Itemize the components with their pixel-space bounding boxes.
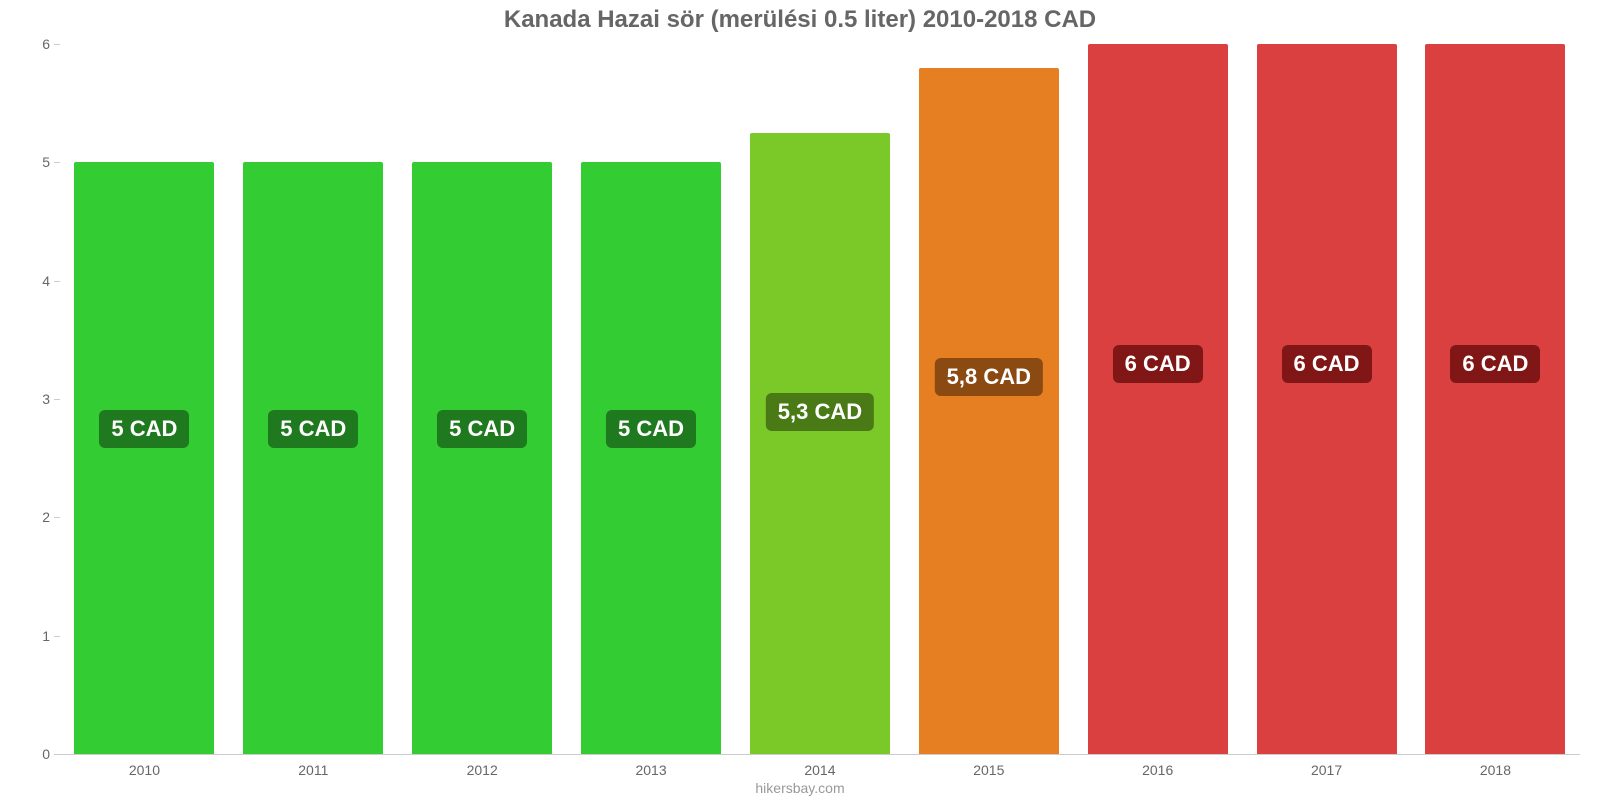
x-tick-label: 2013: [635, 754, 666, 778]
bar: 6 CAD: [1088, 44, 1228, 754]
bar: 6 CAD: [1425, 44, 1565, 754]
x-tick-label: 2015: [973, 754, 1004, 778]
chart-title: Kanada Hazai sör (merülési 0.5 liter) 20…: [0, 6, 1600, 34]
bar-slot: 5,3 CAD2014: [736, 44, 904, 754]
x-tick-label: 2016: [1142, 754, 1173, 778]
bar: 6 CAD: [1257, 44, 1397, 754]
bar-value-label: 5 CAD: [99, 410, 189, 448]
bars-container: 5 CAD20105 CAD20115 CAD20125 CAD20135,3 …: [60, 44, 1580, 754]
bar: 5 CAD: [243, 162, 383, 754]
x-tick-label: 2017: [1311, 754, 1342, 778]
bar-slot: 5 CAD2011: [229, 44, 397, 754]
bar-slot: 6 CAD2016: [1074, 44, 1242, 754]
bar-value-label: 6 CAD: [1450, 345, 1540, 383]
bar: 5 CAD: [412, 162, 552, 754]
bar-value-label: 5 CAD: [437, 410, 527, 448]
bar: 5 CAD: [581, 162, 721, 754]
x-tick-label: 2010: [129, 754, 160, 778]
bar-slot: 5 CAD2010: [60, 44, 228, 754]
bar: 5,8 CAD: [919, 68, 1059, 754]
bar-slot: 6 CAD2018: [1411, 44, 1579, 754]
bar-value-label: 5,8 CAD: [935, 358, 1043, 396]
bar-value-label: 6 CAD: [1282, 345, 1372, 383]
bar-chart: Kanada Hazai sör (merülési 0.5 liter) 20…: [0, 0, 1600, 800]
x-tick-label: 2011: [298, 754, 328, 778]
bar: 5,3 CAD: [750, 133, 890, 754]
credit-text: hikersbay.com: [0, 780, 1600, 796]
x-tick-label: 2012: [467, 754, 498, 778]
bar-value-label: 6 CAD: [1113, 345, 1203, 383]
bar-value-label: 5 CAD: [606, 410, 696, 448]
x-tick-label: 2018: [1480, 754, 1511, 778]
bar-slot: 6 CAD2017: [1243, 44, 1411, 754]
bar-slot: 5 CAD2013: [567, 44, 735, 754]
x-tick-label: 2014: [804, 754, 835, 778]
bar-value-label: 5 CAD: [268, 410, 358, 448]
bar-slot: 5,8 CAD2015: [905, 44, 1073, 754]
bar-value-label: 5,3 CAD: [766, 393, 874, 431]
bar-slot: 5 CAD2012: [398, 44, 566, 754]
plot-area: 01234565 CAD20105 CAD20115 CAD20125 CAD2…: [60, 44, 1580, 754]
bar: 5 CAD: [74, 162, 214, 754]
